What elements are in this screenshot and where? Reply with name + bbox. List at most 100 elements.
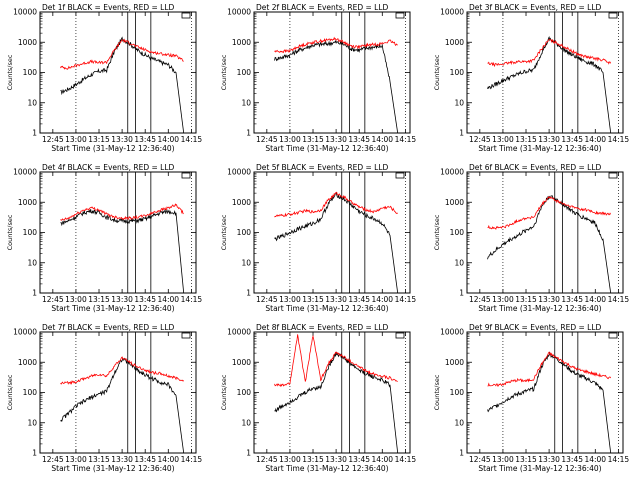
y-tick-label: 100 [23,228,38,237]
y-tick-label: 1000 [232,198,251,207]
x-tick-label: 13:30 [325,455,347,464]
x-tick-label: 12:45 [256,135,278,144]
x-tick-label: 13:00 [279,455,301,464]
x-tick-label: 13:00 [492,455,514,464]
y-tick-label: 10000 [440,168,464,177]
x-tick-label: 13:00 [279,135,301,144]
y-tick-label: 10000 [13,8,37,17]
x-tick-label: 12:45 [469,295,491,304]
x-tick-label: 13:15 [515,135,537,144]
lld-series-line [274,334,398,388]
y-tick-label: 10 [241,98,251,107]
legend-box-marker [181,12,191,19]
y-tick-label: 1 [459,129,464,138]
x-tick-label: 13:45 [348,295,370,304]
y-tick-label: 10 [27,98,37,107]
plot-frame [466,331,624,454]
x-tick-label: 14:00 [584,135,606,144]
y-tick-label: 1 [32,129,37,138]
x-tick-label: 13:30 [111,295,133,304]
plot-frame [39,331,197,454]
x-axis-label: Start Time (31-May-12 12:36:40) [51,144,174,153]
x-tick-label: 12:45 [42,455,64,464]
x-tick-label: 13:45 [134,135,156,144]
x-tick-label: 14:15 [608,135,630,144]
panel-title: Det 5f BLACK = Events, RED = LLD [256,163,389,172]
x-tick-label: 13:30 [111,455,133,464]
x-tick-label: 13:45 [561,455,583,464]
y-tick-label: 1000 [18,358,37,367]
x-tick-label: 14:00 [584,455,606,464]
x-tick-label: 14:15 [395,455,417,464]
x-tick-label: 13:15 [302,135,324,144]
y-tick-label: 100 [23,388,38,397]
panel-7: Det 7f BLACK = Events, RED = LLD 12:45 13:… [6,323,202,473]
panel-title: Det 3f BLACK = Events, RED = LLD [469,3,602,12]
x-axis-label: Start Time (31-May-12 12:36:40) [265,304,388,313]
y-tick-label: 1000 [445,358,464,367]
legend-box-marker [608,12,618,19]
x-tick-label: 14:15 [395,295,417,304]
y-tick-label: 1000 [18,198,37,207]
y-tick-label: 1 [459,289,464,298]
y-tick-label: 10000 [13,168,37,177]
x-tick-label: 13:30 [325,295,347,304]
y-tick-label: 1 [246,129,251,138]
x-tick-label: 13:00 [279,295,301,304]
x-tick-label: 13:30 [325,135,347,144]
events-series-line [274,39,399,133]
y-tick-label: 10 [241,418,251,427]
x-tick-label: 13:15 [302,295,324,304]
x-tick-label: 13:45 [348,135,370,144]
y-axis-label: Counts/sec [6,374,14,410]
x-tick-label: 13:00 [492,135,514,144]
x-tick-label: 13:15 [515,455,537,464]
x-tick-label: 12:45 [256,455,278,464]
panel-title: Det 4f BLACK = Events, RED = LLD [42,163,175,172]
x-tick-label: 14:15 [181,135,203,144]
x-tick-label: 13:45 [134,455,156,464]
x-tick-label: 13:45 [561,135,583,144]
y-tick-label: 10 [454,418,464,427]
legend-box-marker [608,172,618,179]
legend-box-marker [395,12,405,19]
y-axis-label: Counts/sec [220,54,228,90]
legend-box-marker [395,172,405,179]
x-tick-label: 14:00 [157,135,179,144]
x-tick-label: 13:15 [515,295,537,304]
legend-box-marker [608,332,618,339]
x-tick-label: 13:15 [88,135,110,144]
y-axis-label: Counts/sec [220,374,228,410]
y-tick-label: 10 [454,98,464,107]
events-series-line [487,195,612,293]
y-axis-label: Counts/sec [433,54,441,90]
x-tick-label: 12:45 [42,295,64,304]
y-tick-label: 10000 [440,8,464,17]
x-tick-label: 14:00 [157,455,179,464]
events-series-line [487,351,612,453]
y-tick-label: 1 [246,289,251,298]
plot-frame [39,11,197,134]
plot-frame [253,171,411,294]
legend-box-marker [395,332,405,339]
x-tick-label: 12:45 [469,455,491,464]
y-tick-label: 1000 [18,38,37,47]
x-tick-label: 13:00 [65,295,87,304]
x-tick-label: 12:45 [42,135,64,144]
panel-title: Det 2f BLACK = Events, RED = LLD [256,3,389,12]
x-tick-label: 14:15 [608,455,630,464]
x-axis-label: Start Time (31-May-12 12:36:40) [478,144,601,153]
y-tick-label: 1000 [232,358,251,367]
x-axis-label: Start Time (31-May-12 12:36:40) [478,464,601,473]
lld-series-line [60,38,184,70]
panel-title: Det 9f BLACK = Events, RED = LLD [469,323,602,332]
legend-box-marker [181,172,191,179]
x-tick-label: 13:30 [538,295,560,304]
x-tick-label: 13:45 [348,455,370,464]
y-tick-label: 100 [237,228,252,237]
lld-series-line [487,38,612,68]
panel-title: Det 7f BLACK = Events, RED = LLD [42,323,175,332]
y-axis-label: Counts/sec [433,214,441,250]
events-series-line [487,36,612,133]
